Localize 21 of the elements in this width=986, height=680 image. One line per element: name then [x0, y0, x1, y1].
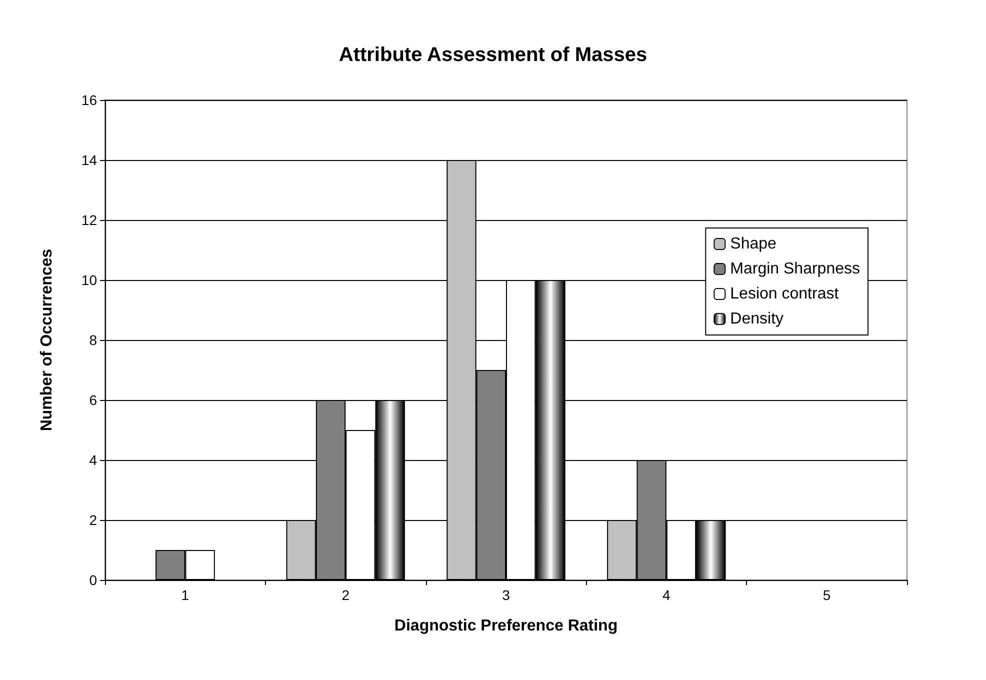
chart-title: Attribute Assessment of Masses — [338, 44, 648, 66]
y-axis-title: Number of Occurrences — [38, 248, 56, 432]
x-tick-label: 4 — [662, 587, 670, 603]
y-tick-label: 10 — [81, 272, 98, 288]
y-tick-label: 0 — [89, 572, 98, 588]
legend-label: Shape — [730, 236, 777, 252]
legend-label: Density — [730, 310, 784, 328]
y-tick-label: 8 — [89, 332, 98, 348]
y-tick-label: 12 — [81, 212, 98, 228]
y-tick-label: 6 — [89, 392, 98, 408]
y-tick-label: 16 — [81, 92, 98, 108]
y-tick-label: 4 — [89, 452, 98, 468]
y-tick-label: 2 — [89, 512, 98, 528]
x-tick-label: 2 — [342, 587, 350, 603]
legend-label: Margin Sharpness — [730, 260, 860, 278]
x-tick-label: 3 — [502, 587, 510, 603]
legend-label: Lesion contrast — [730, 286, 840, 302]
x-axis-title: Diagnostic Preference Rating — [394, 618, 618, 634]
x-tick-label: 5 — [822, 587, 831, 603]
y-tick-label: 14 — [81, 152, 98, 168]
x-tick-label: 1 — [181, 587, 190, 603]
